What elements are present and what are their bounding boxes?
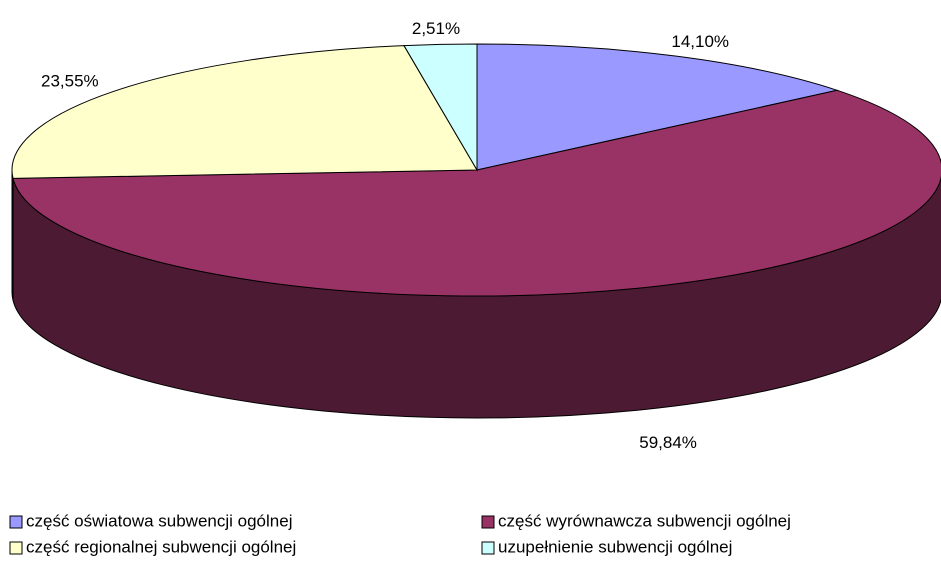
pie-side (11, 169, 14, 301)
pie-slice (11, 45, 478, 179)
data-label: 59,84% (639, 433, 697, 452)
data-label: 2,51% (412, 19, 460, 38)
legend-swatch (9, 515, 23, 529)
legend-label: uzupełnienie subwencji ogólnej (498, 537, 732, 556)
pie-slice (403, 43, 478, 172)
pie-slice (12, 89, 941, 297)
pie-slice (476, 43, 840, 171)
legend-label: część wyrównawcza subwencji ogólnej (498, 511, 791, 530)
data-label: 23,55% (41, 71, 99, 90)
data-label: 14,10% (671, 32, 729, 51)
legend-swatch (9, 541, 23, 555)
legend-swatch (481, 541, 495, 555)
legend-swatch (481, 515, 495, 529)
legend-label: część regionalnej subwencji ogólnej (26, 537, 296, 556)
legend-label: część oświatowa subwencji ogólnej (26, 511, 292, 530)
